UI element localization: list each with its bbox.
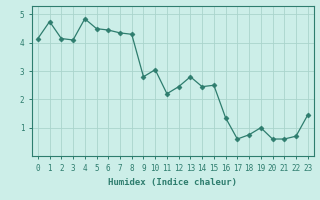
- X-axis label: Humidex (Indice chaleur): Humidex (Indice chaleur): [108, 178, 237, 187]
